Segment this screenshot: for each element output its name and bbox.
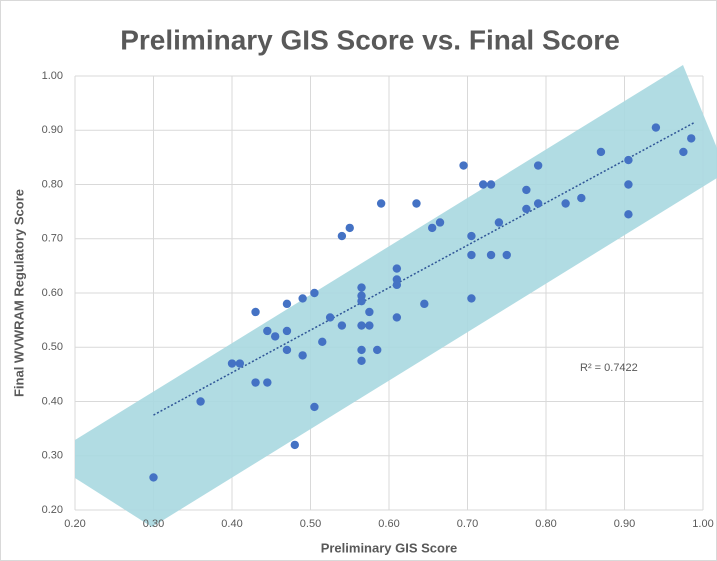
point: [263, 326, 272, 336]
y-tick-label: 0.60: [42, 287, 63, 299]
point: [479, 180, 488, 189]
point: [486, 250, 496, 260]
point: [235, 359, 245, 368]
point: [392, 280, 402, 290]
point: [251, 378, 260, 387]
point: [624, 155, 633, 165]
point: [357, 356, 366, 366]
x-axis-label: Preliminary GIS Score: [321, 540, 458, 555]
y-tick-label: 0.80: [42, 178, 63, 190]
trendline: [153, 121, 696, 416]
x-tick-label: 0.30: [143, 518, 164, 530]
point: [596, 147, 606, 157]
x-tick-label: 0.20: [64, 518, 85, 530]
point: [298, 351, 307, 360]
point: [373, 345, 382, 355]
y-tick-label: 0.30: [42, 450, 63, 462]
point: [298, 294, 307, 303]
confidence-band: [75, 65, 717, 527]
point: [467, 294, 476, 303]
point: [522, 185, 531, 195]
point: [392, 264, 402, 273]
point: [467, 250, 476, 260]
point: [412, 199, 421, 208]
point: [282, 345, 292, 355]
point: [318, 337, 327, 347]
x-tick-label: 0.40: [221, 518, 242, 530]
point: [533, 199, 543, 208]
point: [357, 296, 366, 306]
point: [467, 231, 476, 241]
point: [282, 299, 292, 309]
point: [149, 473, 158, 482]
point: [251, 307, 260, 317]
point: [420, 299, 429, 309]
x-tick-label: 0.50: [300, 518, 321, 530]
y-tick-label: 0.40: [42, 395, 63, 407]
point: [290, 440, 299, 450]
x-tick-label: 0.80: [535, 518, 556, 530]
point: [687, 134, 696, 143]
point: [522, 204, 531, 214]
point: [337, 321, 347, 330]
point: [502, 250, 511, 260]
y-tick-label: 0.90: [42, 124, 63, 136]
x-tick-label: 0.70: [457, 518, 478, 530]
point: [357, 321, 366, 330]
y-tick-label: 0.50: [42, 341, 63, 353]
point: [376, 199, 386, 208]
point: [263, 378, 272, 387]
y-tick-label: 1.00: [42, 70, 63, 82]
x-tick-label: 0.90: [614, 518, 635, 530]
point: [310, 402, 319, 412]
r-squared: R² = 0.7422: [580, 362, 638, 374]
point: [679, 147, 688, 157]
point: [227, 359, 237, 368]
point: [624, 180, 633, 189]
point: [624, 210, 633, 219]
point: [427, 223, 437, 233]
point: [337, 231, 347, 241]
point: [357, 283, 366, 292]
point: [196, 397, 205, 406]
point: [486, 180, 496, 189]
point: [365, 307, 374, 317]
point: [357, 345, 366, 355]
point: [494, 218, 504, 227]
point: [345, 223, 354, 233]
point: [435, 218, 445, 227]
point: [325, 313, 335, 322]
y-tick-label: 0.70: [42, 233, 63, 245]
y-axis-label: Final WVWRAM Regulatory Score: [11, 189, 26, 397]
point: [459, 161, 468, 170]
y-tick-label: 0.20: [42, 504, 63, 516]
point: [282, 326, 292, 336]
point: [310, 288, 319, 298]
point: [577, 193, 586, 203]
point: [651, 123, 661, 132]
point: [533, 161, 543, 170]
x-tick-label: 0.60: [378, 518, 399, 530]
x-tick-label: 1.00: [692, 518, 713, 530]
point: [561, 199, 570, 208]
chart-title: Preliminary GIS Score vs. Final Score: [120, 24, 620, 55]
point: [270, 332, 280, 341]
point: [392, 313, 402, 322]
point: [365, 321, 374, 330]
